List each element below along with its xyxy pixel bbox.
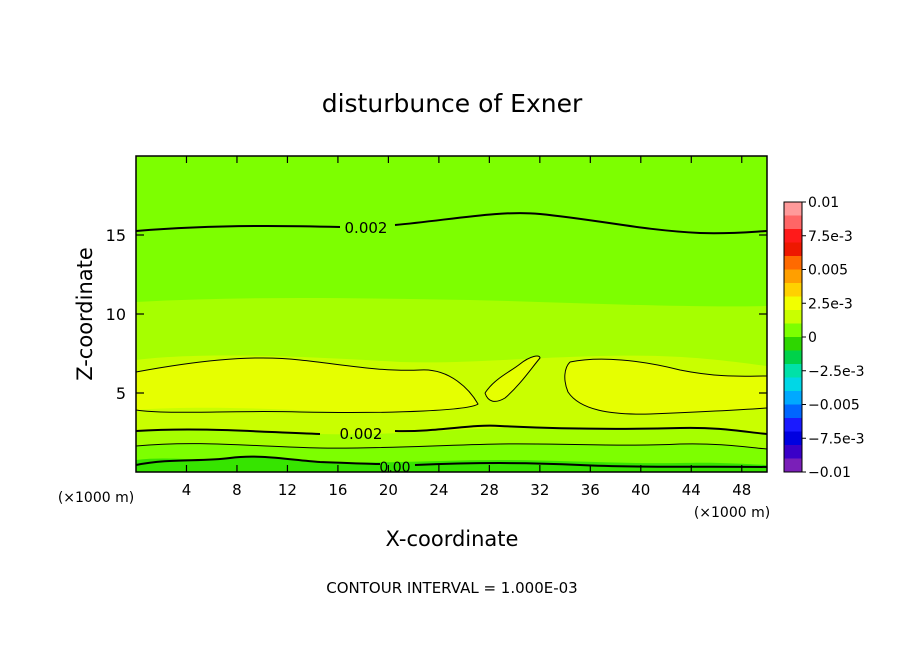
x-tick-label: 44 — [682, 481, 701, 499]
colorbar-swatch — [784, 323, 802, 338]
x-tick-label: 36 — [581, 481, 600, 499]
colorbar: 0.01 7.5e-3 0.005 2.5e-3 0 −2.5e-3 −0.005 −7.5e… — [783, 195, 865, 481]
field-band-max-spur — [485, 356, 540, 402]
colorbar-label: −0.005 — [808, 398, 860, 414]
colorbar-swatch — [784, 269, 802, 284]
colorbar-swatch — [784, 364, 802, 378]
contour-line-max-spur — [484, 355, 541, 402]
contour-line-upper-right — [394, 212, 767, 235]
field-band-max-left — [136, 357, 478, 413]
x-axis: 4 8 12 16 20 24 28 32 36 40 44 48 — [182, 156, 751, 499]
x-tick-label: 32 — [530, 481, 549, 499]
colorbar-label: −0.01 — [808, 465, 851, 481]
colorbar-label: 0.005 — [808, 263, 848, 279]
field-band-max-right — [564, 359, 767, 415]
colorbar-swatch — [784, 283, 802, 297]
contour-label-upper: 0.002 — [345, 219, 388, 237]
colorbar-swatch — [784, 418, 802, 432]
contour-line-low — [136, 443, 767, 450]
colorbar-swatch — [784, 445, 802, 459]
contour-line-lower-right — [394, 424, 767, 435]
colorbar-swatch — [784, 202, 802, 216]
colorbar-label: −2.5e-3 — [808, 364, 865, 380]
contour-label-lower: 0.002 — [340, 425, 383, 443]
x-tick-label: 4 — [182, 481, 192, 499]
colorbar-swatch — [784, 310, 802, 324]
x-tick-label: 20 — [379, 481, 398, 499]
colorbar-label: 2.5e-3 — [808, 296, 853, 312]
colorbar-swatch — [784, 458, 802, 473]
field — [136, 156, 767, 472]
y-axis: 5 10 15 — [106, 226, 767, 403]
colorbar-swatch — [784, 337, 802, 351]
contour-line-upper-left — [136, 224, 341, 232]
x-tick-label: 12 — [278, 481, 297, 499]
x-tick-label: 24 — [429, 481, 448, 499]
x-unit-label-left: (×1000 m) — [58, 490, 134, 506]
y-axis-label: Z-coordinate — [73, 247, 97, 381]
x-axis-label: X-coordinate — [386, 527, 519, 551]
colorbar-label: 0.01 — [808, 195, 839, 211]
colorbar-label: 7.5e-3 — [808, 229, 853, 245]
x-tick-label: 48 — [732, 481, 751, 499]
y-tick-label: 10 — [106, 305, 126, 324]
colorbar-label: 0 — [808, 330, 817, 346]
colorbar-swatch — [784, 296, 802, 311]
contour-line-surface-right — [414, 462, 767, 468]
colorbar-label: −7.5e-3 — [808, 431, 865, 447]
contours — [136, 212, 767, 468]
x-tick-label: 28 — [480, 481, 499, 499]
contour-line-max-right — [564, 358, 767, 415]
x-unit-label: (×1000 m) — [694, 505, 770, 521]
colorbar-swatch — [784, 350, 802, 365]
contour-line-surface-left — [136, 455, 381, 466]
colorbar-swatch — [784, 256, 802, 270]
colorbar-swatch — [784, 431, 802, 446]
colorbar-swatch — [784, 391, 802, 405]
colorbar-swatch — [784, 229, 802, 243]
contour-line-lower-left — [136, 428, 321, 435]
colorbar-swatch — [784, 404, 802, 419]
colorbar-swatch — [784, 377, 802, 392]
colorbar-swatch — [784, 215, 802, 230]
y-tick-label: 15 — [106, 226, 126, 245]
contour-line-max-left — [136, 357, 479, 414]
x-tick-label: 8 — [232, 481, 242, 499]
y-tick-label: 5 — [116, 384, 126, 403]
x-tick-label: 16 — [328, 481, 347, 499]
x-tick-label: 40 — [631, 481, 650, 499]
contour-label-surface: 0.00 — [379, 460, 410, 476]
colorbar-swatch — [784, 242, 802, 257]
contour-interval-note: CONTOUR INTERVAL = 1.000E-03 — [326, 579, 577, 597]
chart-title: disturbunce of Exner — [322, 89, 583, 118]
